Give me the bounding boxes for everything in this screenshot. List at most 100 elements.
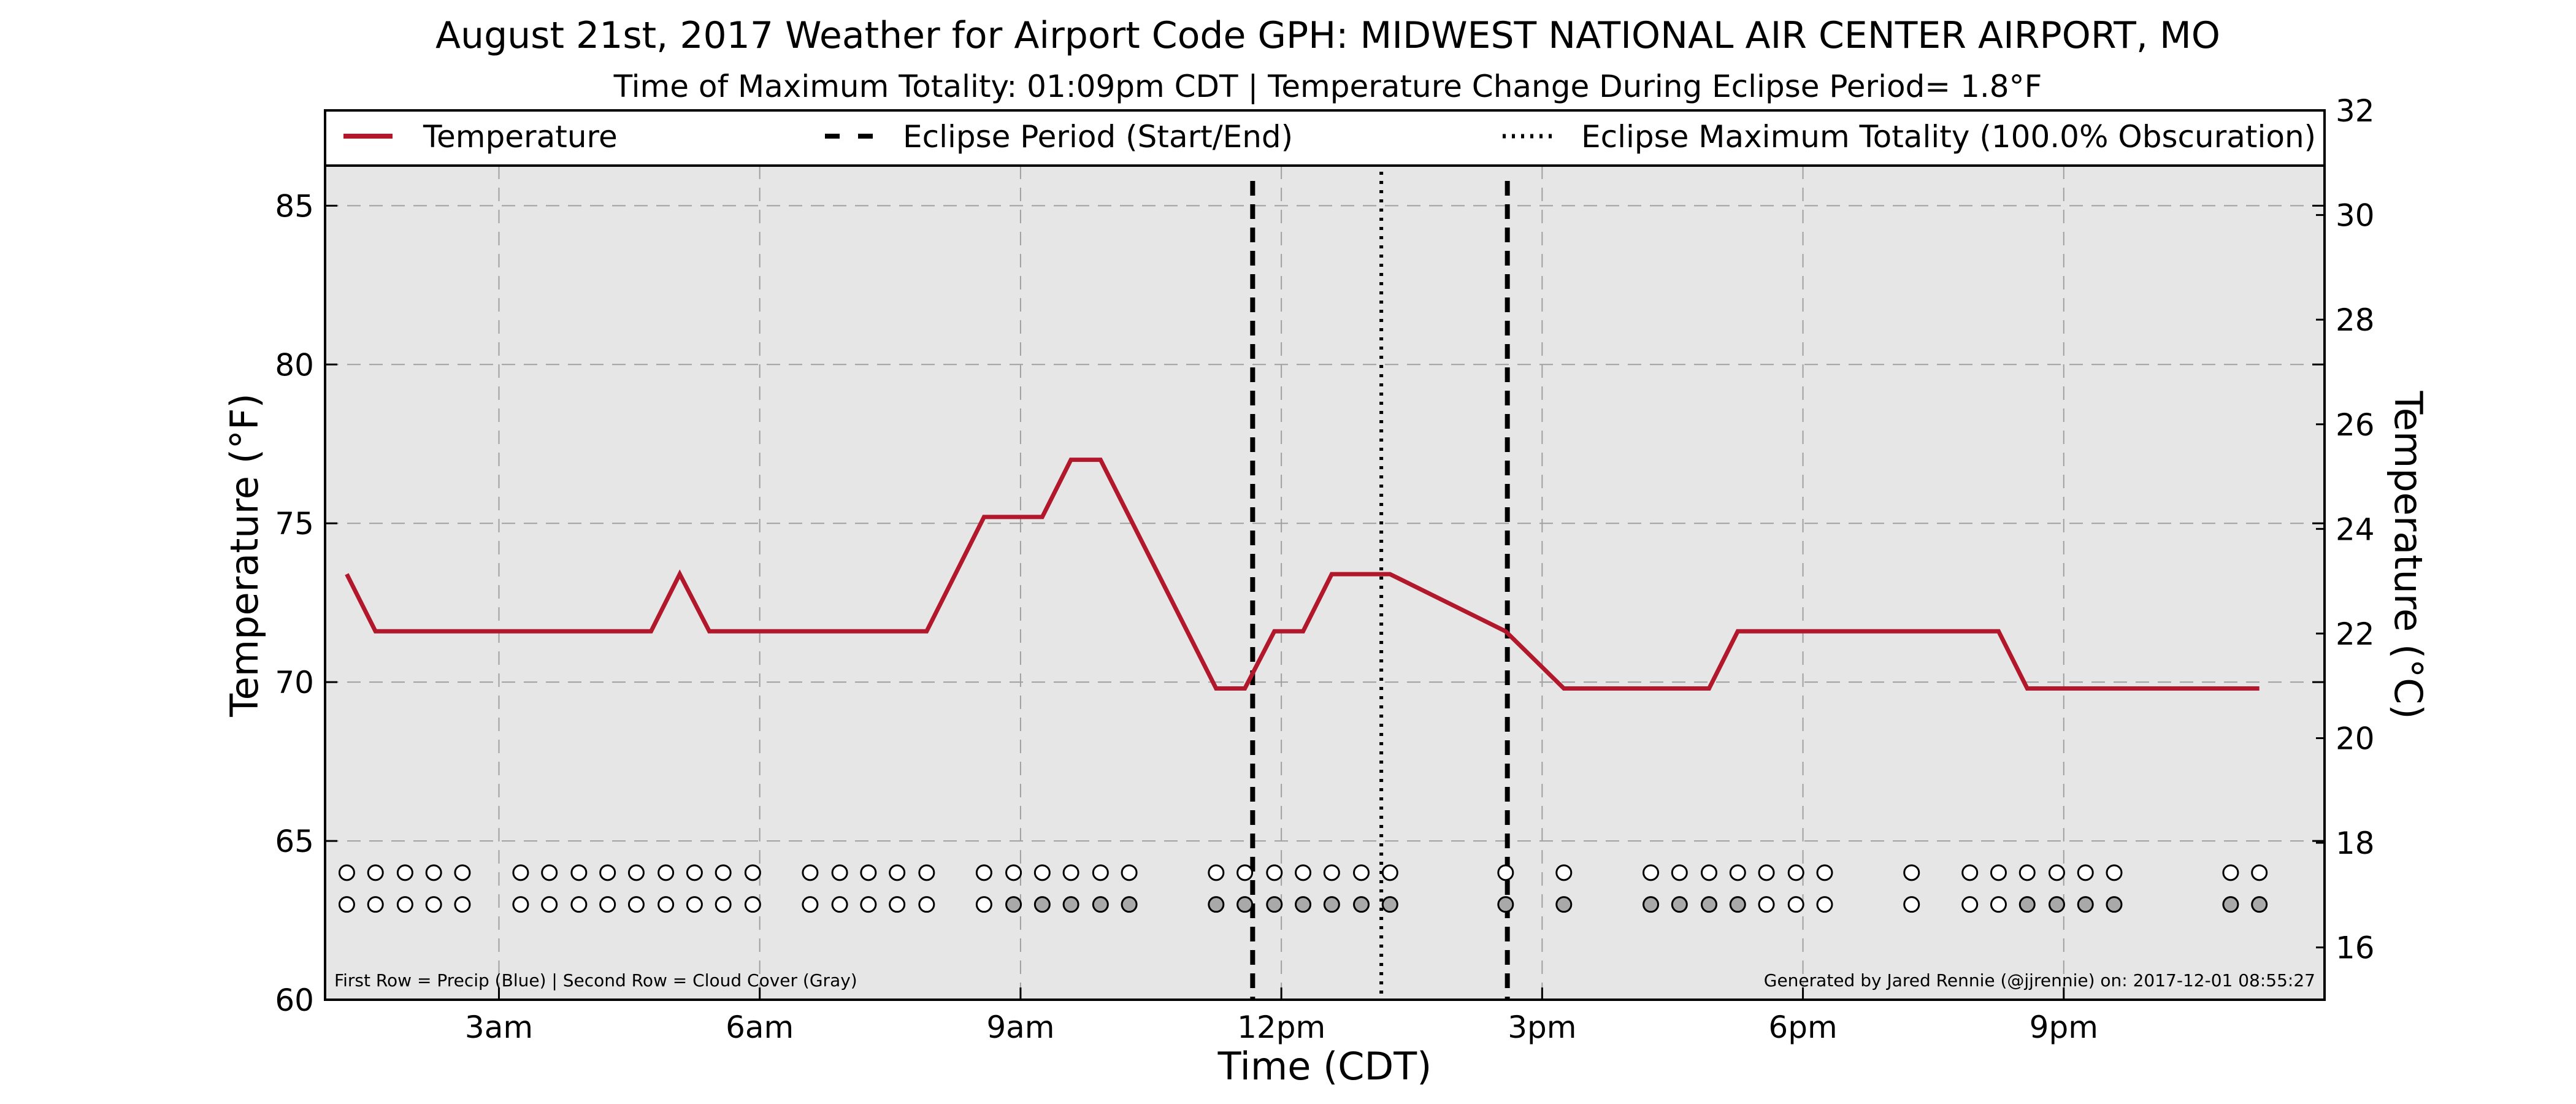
cloud-cover-marker [1700, 896, 1717, 913]
eclipse-lines [1250, 172, 1510, 1000]
cloud-cover-marker [1353, 896, 1370, 913]
cloud-cover-marker [2077, 896, 2094, 913]
y-axis-label-right: Temperature (°C) [2386, 390, 2431, 719]
x-tick-label: 3pm [1508, 1010, 1576, 1045]
cloud-cover-marker [1758, 896, 1775, 913]
cloud-cover-marker [1903, 896, 1920, 913]
precip-marker [860, 864, 877, 881]
cloud-cover-marker [1961, 896, 1979, 913]
cloud-cover-marker [541, 896, 558, 913]
precip-marker [1555, 864, 1573, 881]
plot-frame [324, 109, 2326, 1001]
precip-marker [425, 864, 442, 881]
chart-subtitle: Time of Maximum Totality: 01:09pm CDT | … [613, 69, 2042, 104]
cloud-cover-marker [1555, 896, 1573, 913]
precip-marker [889, 864, 906, 881]
cloud-cover-marker [1671, 896, 1688, 913]
precip-marker [599, 864, 616, 881]
precip-marker [1323, 864, 1340, 881]
precip-marker [975, 864, 992, 881]
precip-marker [1903, 864, 1920, 881]
cloud-cover-marker [1787, 896, 1804, 913]
cloud-cover-marker [338, 896, 355, 913]
cloud-cover-marker [1236, 896, 1254, 913]
y-axis-label-left: Temperature (°F) [222, 393, 267, 717]
cloud-cover-marker [1005, 896, 1022, 913]
precip-marker [570, 864, 588, 881]
plot-area [325, 166, 2325, 1000]
cloud-cover-marker [396, 896, 413, 913]
gridlines [325, 166, 2325, 1000]
x-tick-label: 3am [465, 1010, 533, 1045]
cloud-cover-marker [1062, 896, 1079, 913]
x-axis-label: Time (CDT) [1217, 1044, 1432, 1089]
y-right-tick-label: 16 [2336, 930, 2375, 966]
cloud-cover-marker [1208, 896, 1225, 913]
y-tick-label: 60 [275, 983, 314, 1018]
chart-title: August 21st, 2017 Weather for Airport Co… [435, 14, 2220, 57]
y-right-tick-label: 20 [2336, 721, 2375, 757]
precip-marker [512, 864, 529, 881]
cloud-cover-marker [715, 896, 732, 913]
precip-marker [2106, 864, 2123, 881]
precip-marker [918, 864, 935, 881]
cloud-cover-marker [889, 896, 906, 913]
y-right-tick-label: 32 [2336, 93, 2375, 129]
cloud-cover-marker [1497, 896, 1514, 913]
y-tick-label: 70 [275, 665, 314, 700]
precip-marker [2222, 864, 2239, 881]
precip-marker [1266, 864, 1283, 881]
cloud-cover-marker [1121, 896, 1138, 913]
precip-marker [744, 864, 761, 881]
precip-marker [541, 864, 558, 881]
cloud-cover-marker [599, 896, 616, 913]
cloud-cover-marker [1990, 896, 2007, 913]
precip-marker [2018, 864, 2036, 881]
temperature-line [345, 458, 2260, 691]
x-axis-ticks: 3am 6am 9am 12pm 3pm 6pm 9pm [465, 987, 2098, 1045]
temperature-series [345, 458, 2260, 691]
precip-marker [802, 864, 819, 881]
precip-marker [1671, 864, 1688, 881]
x-tick-label: 6pm [1768, 1010, 1837, 1045]
precip-marker [715, 864, 732, 881]
precip-marker [2077, 864, 2094, 881]
y-right-tick-label: 24 [2336, 512, 2375, 547]
cloud-cover-marker [1266, 896, 1283, 913]
precip-marker [1295, 864, 1312, 881]
legend: Temperature Eclipse Period (Start/End) E… [343, 119, 2316, 155]
y-right-tick-label: 30 [2336, 198, 2375, 234]
cloud-cover-marker [2048, 896, 2065, 913]
cloud-cover-marker [975, 896, 992, 913]
cloud-cover-marker [425, 896, 442, 913]
cloud-cover-marker [1816, 896, 1833, 913]
cloud-cover-marker [2251, 896, 2268, 913]
y-axis-left-ticks: 60 65 70 75 80 85 [275, 188, 2325, 1018]
y-right-tick-label: 28 [2336, 302, 2375, 338]
cloud-cover-marker [367, 896, 384, 913]
cloud-cover-marker [657, 896, 675, 913]
y-right-tick-label: 18 [2336, 826, 2375, 861]
precip-marker [1033, 864, 1051, 881]
cloud-cover-marker [802, 896, 819, 913]
y-axis-right-ticks: 16 18 20 22 24 26 28 30 32 [2316, 93, 2375, 966]
precip-marker [686, 864, 703, 881]
cloud-cover-marker [860, 896, 877, 913]
precip-marker [627, 864, 645, 881]
precip-marker [1729, 864, 1746, 881]
x-tick-label: 9am [986, 1010, 1054, 1045]
y-tick-label: 75 [275, 506, 314, 542]
cloud-cover-marker [2018, 896, 2036, 913]
precip-marker [1353, 864, 1370, 881]
cloud-cover-marker [686, 896, 703, 913]
cloud-cover-marker [1381, 896, 1398, 913]
y-tick-label: 65 [275, 824, 314, 859]
cloud-cover-marker [918, 896, 935, 913]
y-tick-label: 85 [275, 188, 314, 224]
cloud-cover-marker [744, 896, 761, 913]
precip-marker [1208, 864, 1225, 881]
precip-marker [367, 864, 384, 881]
precip-marker [1700, 864, 1717, 881]
cloud-cover-marker [2106, 896, 2123, 913]
